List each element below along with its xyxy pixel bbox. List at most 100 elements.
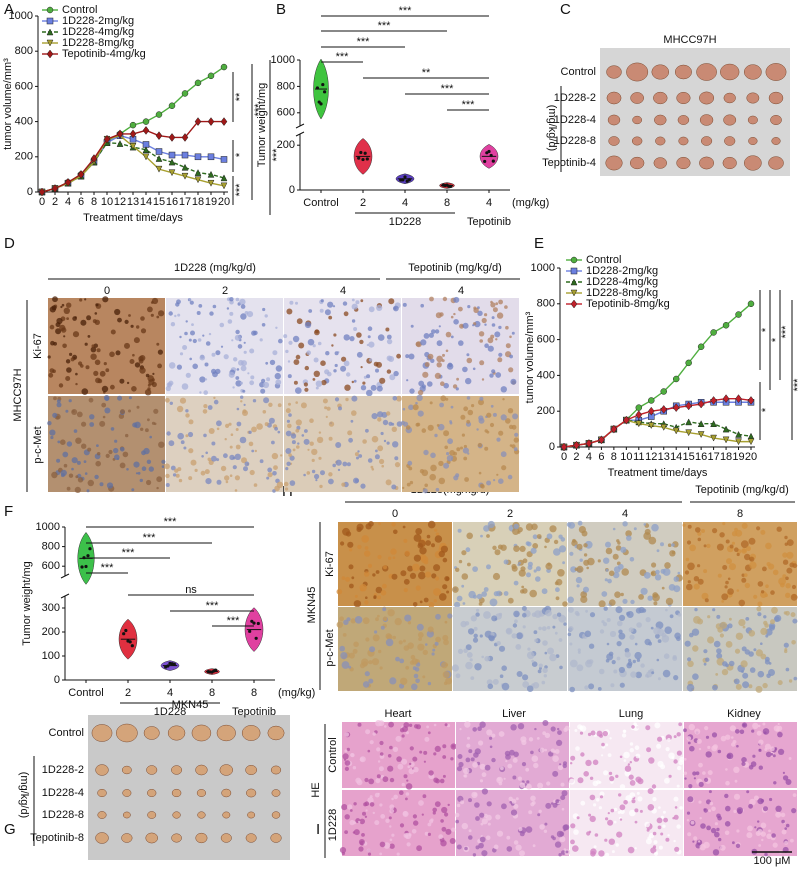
tissue-texture: [686, 819, 690, 822]
tissue-texture: [577, 520, 583, 526]
data-dot: [130, 644, 134, 648]
tissue-texture: [226, 307, 230, 310]
y-tick-label: 600: [15, 80, 33, 92]
tissue-texture: [526, 572, 531, 578]
tissue-texture: [374, 792, 380, 798]
tissue-texture: [555, 587, 560, 593]
tissue-texture: [180, 440, 185, 445]
tissue-texture: [780, 582, 785, 588]
tissue-texture: [410, 654, 416, 660]
tissue-texture: [419, 554, 427, 561]
tissue-texture: [343, 360, 350, 367]
tissue-texture: [511, 798, 517, 804]
tissue-texture: [678, 722, 683, 727]
tissue-texture: [99, 420, 106, 427]
y-tick-label: 400: [15, 116, 33, 128]
tissue-texture: [185, 434, 189, 438]
tissue-texture: [620, 592, 624, 597]
marker: [697, 431, 705, 439]
tissue-texture: [610, 683, 615, 688]
tissue-texture: [543, 829, 548, 833]
tissue-texture: [427, 822, 432, 827]
tissue-texture: [657, 677, 661, 681]
tissue-texture: [569, 642, 573, 646]
marker: [623, 415, 630, 425]
tissue-texture: [521, 762, 527, 767]
tissue-texture: [431, 573, 437, 579]
tissue-texture: [334, 363, 338, 368]
tissue-texture: [622, 729, 627, 733]
x-tick-label: 15: [683, 451, 695, 463]
marker: [142, 146, 150, 154]
tissue-texture: [648, 641, 652, 646]
tissue-texture: [628, 774, 634, 780]
tumor: [770, 115, 782, 125]
tissue-texture: [725, 780, 730, 786]
tissue-texture: [385, 818, 390, 823]
tissue-texture: [583, 559, 590, 566]
tissue-texture: [465, 661, 473, 670]
tissue-texture: [462, 322, 469, 329]
tissue-texture: [369, 795, 373, 799]
tissue-texture: [420, 339, 427, 346]
tissue-texture: [531, 661, 538, 667]
tissue-texture: [379, 852, 383, 856]
tissue-texture: [552, 770, 559, 777]
tissue-texture: [303, 473, 306, 477]
tissue-texture: [295, 401, 299, 404]
tissue-texture: [500, 386, 507, 393]
tissue-texture: [432, 648, 436, 652]
tumor: [247, 811, 256, 819]
tissue-texture: [682, 523, 686, 527]
tissue-texture: [563, 761, 567, 766]
significance-label: *: [234, 152, 246, 157]
marker: [77, 169, 85, 179]
tissue-texture: [341, 482, 346, 487]
tissue-texture: [260, 388, 266, 394]
tissue-texture: [494, 549, 501, 556]
tissue-texture: [311, 448, 318, 456]
tissue-texture: [711, 745, 718, 752]
marker: [168, 151, 176, 159]
tissue-texture: [544, 822, 548, 826]
tissue-texture: [402, 407, 406, 411]
tissue-texture: [560, 795, 566, 801]
tissue-texture: [465, 547, 471, 553]
tissue-texture: [629, 792, 636, 799]
tissue-texture: [357, 544, 362, 550]
tissue-texture: [567, 632, 572, 637]
tissue-texture: [468, 835, 473, 840]
marker: [570, 278, 578, 286]
tissue-texture: [655, 621, 664, 630]
tissue-texture: [407, 621, 412, 625]
tissue-texture: [373, 595, 377, 599]
tissue-texture: [344, 766, 349, 772]
tissue-texture: [550, 726, 556, 732]
tissue-texture: [773, 725, 780, 732]
tissue-texture: [650, 570, 657, 577]
marker: [648, 397, 655, 404]
tissue-texture: [786, 551, 794, 559]
tissue-texture: [352, 648, 358, 654]
tissue-texture: [615, 545, 622, 551]
tissue-texture: [371, 435, 379, 443]
tissue-texture: [391, 833, 395, 837]
tissue-texture: [320, 470, 325, 476]
tissue-texture: [320, 299, 324, 303]
tumor: [116, 723, 138, 743]
tissue-texture: [77, 477, 84, 483]
tissue-texture: [528, 810, 533, 815]
tissue-texture: [52, 369, 56, 374]
tissue-texture: [634, 651, 642, 660]
tissue-texture: [313, 370, 320, 377]
tissue-texture: [455, 819, 460, 824]
tissue-texture: [785, 576, 789, 581]
tissue-texture: [181, 383, 189, 390]
tissue-texture: [69, 352, 73, 356]
tissue-texture: [563, 848, 567, 851]
tissue-texture: [465, 377, 472, 385]
tissue-texture: [606, 618, 611, 622]
tissue-texture: [577, 648, 581, 652]
tissue-texture: [266, 476, 270, 480]
